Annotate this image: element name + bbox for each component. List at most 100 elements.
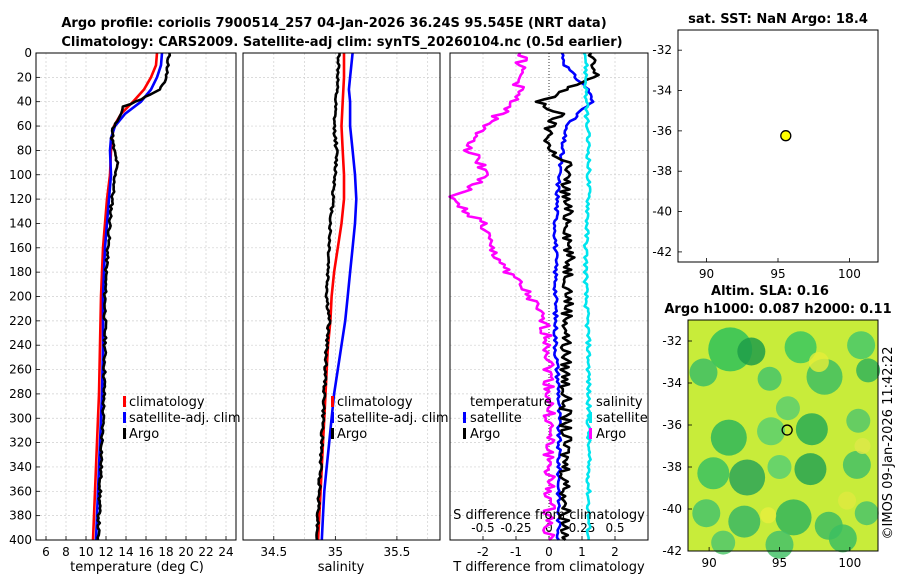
y-tick-label: -36 xyxy=(652,124,672,138)
depth-tick-label: 180 xyxy=(9,265,32,279)
x-tick-label: 100 xyxy=(838,267,861,281)
legend-label-s-satellite: satellite xyxy=(596,411,648,426)
sla-map-title-line1: Altim. SLA: 0.16 xyxy=(711,284,829,299)
temperature-xlabel: temperature (deg C) xyxy=(70,560,204,575)
sla-anomaly-blob xyxy=(757,417,786,446)
depth-tick-label: 340 xyxy=(9,460,32,474)
x-tick-label: 10 xyxy=(78,545,93,559)
x-tick-label: 0 xyxy=(545,545,553,559)
legend-swatch-satellite xyxy=(331,412,334,423)
depth-tick-label: 40 xyxy=(17,95,32,109)
x-tick-label: 18 xyxy=(158,545,173,559)
y-tick-label: -32 xyxy=(662,334,682,348)
depth-tick-label: 380 xyxy=(9,509,32,523)
difference-legend: temperature salinity satellite Argo sate… xyxy=(463,395,648,442)
series-argo-line xyxy=(96,52,172,541)
depth-tick-label: 60 xyxy=(17,119,32,133)
legend-swatch-argo xyxy=(331,428,334,439)
y-tick-label: -32 xyxy=(652,43,672,57)
sla-anomaly-blob xyxy=(775,499,812,536)
legend-swatch-t-satellite xyxy=(463,412,466,423)
legend-label-climatology: climatology xyxy=(337,395,413,410)
sst-map-panel: 90 95 100 -32 -34 -36 -38 -40 -42 xyxy=(652,29,879,281)
plot-frame xyxy=(35,52,237,541)
depth-tick-label: 220 xyxy=(9,314,32,328)
copyright-text: ©IMOS 09-Jan-2026 11:42:22 xyxy=(881,347,896,540)
depth-tick-label: 0 xyxy=(24,46,32,60)
sla-map-title-line2: Argo h1000: 0.087 h2000: 0.11 xyxy=(664,302,891,317)
x-tick-label: 6 xyxy=(42,545,50,559)
main-title-line2: Climatology: CARS2009. Satellite-adj cli… xyxy=(61,35,622,50)
sla-anomaly-blob xyxy=(838,491,857,510)
sla-anomaly-blob xyxy=(808,352,829,372)
depth-tick-label: 120 xyxy=(9,192,32,206)
sla-anomaly-blob xyxy=(710,419,747,456)
s-difference-xlabel: S difference from climatology xyxy=(453,508,645,523)
legend-swatch-climatology xyxy=(123,396,126,407)
series-salinity-argo-line xyxy=(448,52,556,541)
depth-tick-label: 200 xyxy=(9,290,32,304)
map-frame xyxy=(687,319,879,552)
sla-anomaly-blob xyxy=(846,408,871,433)
sla-anomaly-blob xyxy=(842,450,871,479)
sla-anomaly-blob xyxy=(775,396,800,421)
x-tick-label: 24 xyxy=(218,545,233,559)
depth-tick-label: 360 xyxy=(9,484,32,498)
depth-tick-label: 300 xyxy=(9,411,32,425)
plot-frame xyxy=(242,52,441,541)
depth-tick-label: 320 xyxy=(9,436,32,450)
salinity-xlabel: salinity xyxy=(318,560,365,575)
y-tick-label: -42 xyxy=(652,245,672,259)
sla-anomaly-blob xyxy=(728,505,761,538)
legend-label-s-argo: Argo xyxy=(596,427,626,442)
plot-frame xyxy=(449,52,649,541)
depth-tick-label: 20 xyxy=(17,70,32,84)
x-tick-label: 95 xyxy=(770,267,785,281)
legend-label-climatology: climatology xyxy=(129,395,205,410)
sla-anomaly-blob xyxy=(828,524,857,553)
y-tick-label: -36 xyxy=(662,418,682,432)
s-tick-label: -0.5 xyxy=(471,521,494,535)
sla-anomaly-blob xyxy=(737,337,766,366)
sla-anomaly-blob xyxy=(760,507,777,524)
sla-anomaly-blob xyxy=(711,530,736,555)
y-tick-label: -42 xyxy=(662,544,682,558)
legend-swatch-s-satellite xyxy=(589,412,592,423)
x-tick-label: 90 xyxy=(701,556,716,570)
depth-tick-label: 80 xyxy=(17,143,32,157)
x-tick-label: 95 xyxy=(772,556,787,570)
sla-anomaly-blob xyxy=(795,413,828,446)
x-tick-label: 90 xyxy=(699,267,714,281)
depth-tick-label: 140 xyxy=(9,216,32,230)
map-background xyxy=(678,30,878,262)
legend-heading-temperature: temperature xyxy=(470,395,552,410)
s-tick-label: 0 xyxy=(545,521,553,535)
series-argo-line xyxy=(315,53,341,541)
depth-tick-label: 260 xyxy=(9,363,32,377)
x-tick-label: 35 xyxy=(328,545,343,559)
x-tick-label: 20 xyxy=(178,545,193,559)
x-tick-label: 22 xyxy=(198,545,213,559)
legend-label-argo: Argo xyxy=(337,427,367,442)
sla-anomaly-blob xyxy=(757,366,782,391)
legend-swatch-satellite xyxy=(123,412,126,423)
depth-tick-label: 240 xyxy=(9,338,32,352)
temperature-panel: 0 20 40 60 80 100 120 140 160 180 200 220 240 260 280 3… xyxy=(9,46,237,559)
legend-label-t-argo: Argo xyxy=(470,427,500,442)
sla-anomaly-blob xyxy=(767,455,792,479)
series-temperature-argo-line xyxy=(534,52,600,542)
main-title-line1: Argo profile: coriolis 7900514_257 04-Ja… xyxy=(61,16,606,31)
x-tick-label: 35.5 xyxy=(384,545,411,559)
salinity-panel: 34.5 35 35.5 xyxy=(242,52,441,559)
sla-anomaly-blob xyxy=(784,331,817,364)
legend-label-argo: Argo xyxy=(129,427,159,442)
s-tick-label: 0.5 xyxy=(605,521,624,535)
legend-label-satellite: satellite-adj. clim xyxy=(129,411,241,426)
y-tick-label: -38 xyxy=(662,460,682,474)
x-tick-label: 8 xyxy=(62,545,70,559)
x-tick-label: 12 xyxy=(98,545,113,559)
sla-anomaly-blob xyxy=(856,358,881,383)
x-tick-label: 2 xyxy=(611,545,619,559)
legend-label-t-satellite: satellite xyxy=(470,411,522,426)
